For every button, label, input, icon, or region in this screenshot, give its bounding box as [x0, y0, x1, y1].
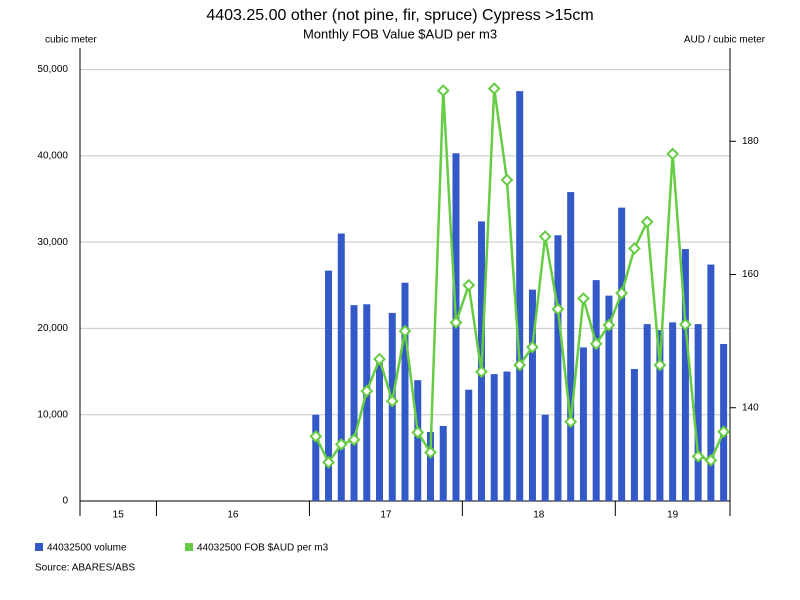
legend-label: 44032500 FOB $AUD per m3 [197, 543, 329, 554]
line-marker [347, 433, 361, 447]
x-group-label: 15 [113, 510, 125, 521]
bar [630, 368, 638, 501]
bar [707, 264, 715, 501]
bar [363, 304, 371, 501]
line-marker [602, 318, 616, 332]
line-marker [526, 340, 539, 354]
bar [490, 374, 498, 501]
y2-axis-label: AUD / cubic meter [684, 35, 766, 46]
bar [669, 322, 677, 501]
y-tick-label: 20,000 [37, 323, 68, 334]
bar [694, 324, 702, 501]
line-marker [334, 437, 348, 451]
bar [541, 414, 549, 501]
line-marker [691, 449, 705, 463]
line-marker [615, 286, 629, 300]
line-marker [717, 425, 731, 439]
x-group-label: 18 [533, 510, 545, 521]
line-marker [449, 316, 463, 329]
line-marker [322, 455, 335, 469]
bar [579, 347, 587, 501]
bar [426, 431, 434, 501]
line-marker [309, 429, 323, 443]
y-tick-label: 0 [62, 496, 68, 507]
bar [350, 305, 358, 501]
line-marker [678, 318, 692, 331]
line-marker [424, 445, 437, 459]
bar [503, 371, 511, 501]
legend-swatch [185, 543, 193, 551]
chart-subtitle: Monthly FOB Value $AUD per m3 [303, 26, 497, 41]
y2-tick-label: 160 [742, 269, 759, 280]
line-marker [436, 84, 450, 98]
bar [376, 362, 384, 501]
line-marker [589, 337, 603, 351]
line-marker [577, 292, 590, 305]
bar [592, 280, 600, 501]
bar [554, 235, 562, 502]
line-marker [360, 384, 374, 398]
bar [528, 289, 536, 501]
line-marker [538, 230, 552, 243]
bar [325, 270, 333, 501]
line-marker [398, 324, 412, 338]
line-marker [666, 147, 680, 161]
legend-swatch [35, 543, 43, 551]
bar [401, 282, 409, 501]
line-marker [385, 394, 399, 408]
line-marker [500, 173, 514, 187]
bar [567, 192, 575, 501]
x-group-label: 19 [667, 510, 679, 521]
line-marker [475, 365, 488, 379]
line-marker [487, 82, 501, 96]
line-marker [462, 278, 476, 292]
x-group-label: 17 [380, 510, 392, 521]
y-tick-label: 50,000 [37, 64, 68, 75]
line-marker [564, 415, 578, 429]
x-group-label: 16 [227, 510, 239, 521]
y2-tick-label: 180 [742, 136, 759, 147]
line-marker [411, 425, 425, 439]
bar [720, 343, 728, 501]
legend-label: 44032500 volume [47, 543, 127, 554]
bar [312, 414, 320, 501]
bar [656, 330, 664, 501]
bar [516, 91, 524, 502]
bar [465, 389, 473, 501]
bar [605, 295, 613, 501]
bar [681, 249, 689, 501]
y-tick-label: 30,000 [37, 237, 68, 248]
line-marker [704, 453, 718, 467]
line-marker [640, 215, 654, 229]
y2-tick-label: 140 [742, 402, 759, 413]
bar [337, 233, 345, 501]
bar [643, 324, 651, 501]
source: Source: ABARES/ABS [35, 563, 135, 574]
y-tick-label: 10,000 [37, 409, 68, 420]
y-axis-label: cubic meter [45, 35, 97, 46]
bar [618, 207, 626, 501]
y-tick-label: 40,000 [37, 150, 68, 161]
line-marker [627, 242, 641, 255]
line-marker [513, 358, 527, 372]
line-marker [373, 352, 386, 366]
bar [439, 425, 447, 501]
line-marker [653, 358, 667, 372]
chart-title: 4403.25.00 other (not pine, fir, spruce)… [206, 7, 593, 24]
line-marker [551, 302, 565, 316]
bar [414, 380, 422, 501]
